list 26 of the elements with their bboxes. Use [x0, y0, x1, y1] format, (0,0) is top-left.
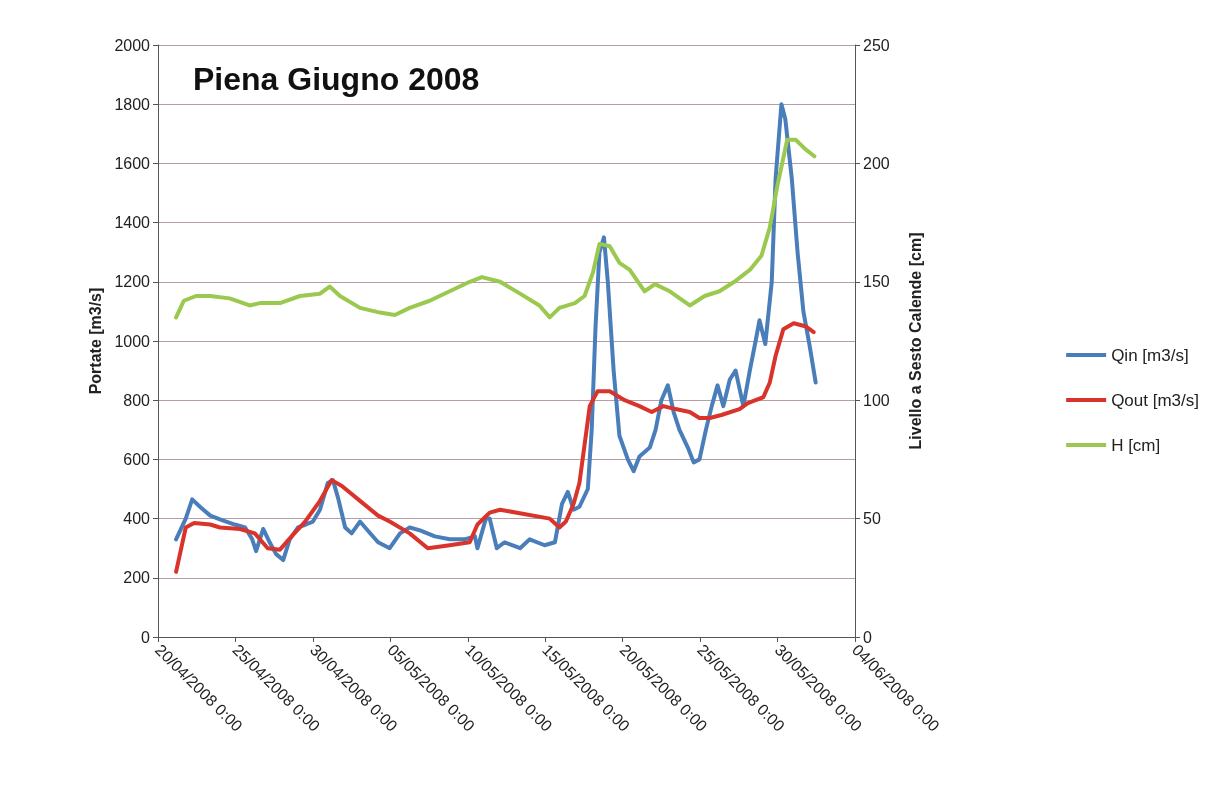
y-tick-label: 1200	[114, 273, 151, 291]
legend-label: Qout [m3/s]	[1111, 390, 1200, 410]
y-tick-label: 600	[123, 450, 151, 468]
y-tick-label: 400	[123, 510, 151, 528]
line-series	[174, 137, 817, 320]
legend-label: H [cm]	[1111, 435, 1161, 455]
y2-axis-title: Livello a Sesto Calende [cm]	[906, 232, 924, 450]
y2-tick-label: 200	[863, 154, 890, 172]
y-tick-label: 1800	[114, 95, 151, 113]
y-tick-label: 1000	[114, 332, 151, 350]
text: Piena Giugno 2008	[193, 61, 480, 97]
y2-tick-label: 100	[863, 391, 890, 409]
y-tick-label: 200	[123, 569, 151, 587]
y-tick-label: 800	[123, 391, 151, 409]
y2-tick-label: 250	[863, 36, 890, 54]
y2-tick-label: 50	[863, 510, 881, 528]
line-series	[174, 102, 818, 563]
y2-tick-label: 0	[863, 628, 872, 646]
y-tick-label: 1400	[114, 214, 151, 232]
line-series	[174, 321, 816, 574]
y-tick-label: 1600	[114, 154, 151, 172]
y2-tick-label: 150	[863, 273, 890, 291]
y-tick-label: 0	[141, 628, 151, 646]
legend-label: Qin [m3/s]	[1111, 345, 1189, 365]
y-axis-title: Portate [m3/s]	[86, 287, 104, 395]
y-tick-label: 2000	[114, 36, 151, 54]
